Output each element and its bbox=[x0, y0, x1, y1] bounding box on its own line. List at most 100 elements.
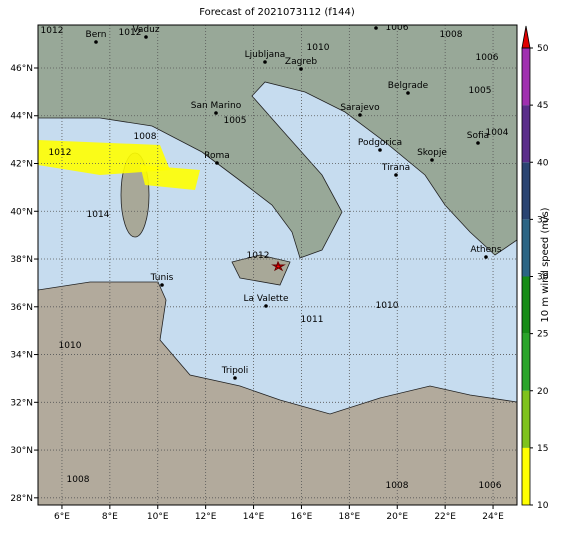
colorbar-segment bbox=[522, 162, 530, 220]
city-label: San Marino bbox=[191, 101, 242, 111]
city-label: Sarajevo bbox=[340, 103, 380, 113]
x-tick-label: 24°E bbox=[482, 512, 504, 522]
x-tick-label: 8°E bbox=[102, 512, 118, 522]
colorbar-tick-label: 25 bbox=[537, 330, 548, 340]
city-label: Zagreb bbox=[285, 57, 317, 67]
isobar-label: 1005 bbox=[224, 116, 247, 126]
y-tick-label: 34°N bbox=[10, 351, 33, 361]
y-tick-label: 40°N bbox=[10, 207, 33, 217]
city-dot bbox=[358, 113, 362, 117]
colorbar-segment bbox=[522, 276, 530, 334]
title: Forecast of 2021073112 (f144) bbox=[199, 7, 355, 18]
city-dot bbox=[160, 283, 164, 287]
city-dot bbox=[394, 173, 398, 177]
city-dot bbox=[94, 40, 98, 44]
colorbar-segment bbox=[522, 48, 530, 106]
isobar-label: 1012 bbox=[41, 26, 64, 36]
city-dot bbox=[264, 304, 268, 308]
y-tick-label: 38°N bbox=[10, 255, 33, 265]
isobar-label: 1008 bbox=[134, 132, 157, 142]
y-tick-label: 44°N bbox=[10, 112, 33, 122]
city-label: Tunis bbox=[150, 273, 174, 283]
city-label: Bern bbox=[86, 30, 107, 40]
isobar-label: 1005 bbox=[469, 86, 492, 96]
city-label: La Valette bbox=[244, 294, 289, 304]
y-tick-label: 42°N bbox=[10, 160, 33, 170]
x-tick-label: 18°E bbox=[339, 512, 361, 522]
city-label: Tripoli bbox=[221, 366, 249, 376]
colorbar-tick-label: 20 bbox=[537, 387, 549, 397]
y-tick-label: 36°N bbox=[10, 303, 33, 313]
colorbar-tick-label: 45 bbox=[537, 101, 548, 111]
x-tick-label: 20°E bbox=[386, 512, 408, 522]
city-dot bbox=[214, 111, 218, 115]
city-dot bbox=[476, 141, 480, 145]
x-tick-label: 16°E bbox=[291, 512, 313, 522]
colorbar-segment bbox=[522, 105, 530, 163]
isobar-label: 1006 bbox=[479, 481, 502, 491]
colorbar-segment bbox=[522, 447, 530, 505]
city-dot bbox=[263, 60, 267, 64]
isobar-label: 1008 bbox=[440, 30, 463, 40]
isobar-label: 1008 bbox=[67, 475, 90, 485]
city-label: Athens bbox=[470, 245, 501, 255]
y-tick-label: 30°N bbox=[10, 446, 33, 456]
map-frame bbox=[37, 24, 518, 506]
colorbar-tick-label: 40 bbox=[537, 158, 549, 168]
colorbar-segment bbox=[522, 219, 530, 277]
city-label: Vaduz bbox=[132, 25, 159, 35]
storm-marker bbox=[271, 260, 286, 272]
colorbar-tick-label: 15 bbox=[537, 444, 548, 454]
colorbar-segment bbox=[522, 390, 530, 448]
colorbar-tick-label: 35 bbox=[537, 215, 548, 225]
city-dot bbox=[378, 148, 382, 152]
city-dot bbox=[144, 35, 148, 39]
city-label: Ljubljana bbox=[245, 50, 286, 60]
isobar-label: 1012 bbox=[49, 148, 72, 158]
wind-patch bbox=[140, 165, 200, 190]
colorbar-tick-label: 10 bbox=[537, 501, 549, 511]
colorbar-segment bbox=[522, 333, 530, 391]
city-label: Podgorica bbox=[358, 138, 402, 148]
city-label: Roma bbox=[204, 151, 230, 161]
y-tick-label: 46°N bbox=[10, 64, 33, 74]
city-label: Skopje bbox=[417, 148, 447, 158]
city-dot bbox=[233, 376, 237, 380]
isobar-label: 1010 bbox=[59, 341, 82, 351]
city-dot bbox=[374, 26, 378, 30]
land-europe bbox=[38, 25, 517, 259]
x-tick-label: 10°E bbox=[147, 512, 169, 522]
x-tick-label: 12°E bbox=[195, 512, 217, 522]
isobar-label: 1006 bbox=[386, 23, 409, 33]
colorbar-tick-label: 50 bbox=[537, 44, 549, 54]
y-tick-label: 32°N bbox=[10, 398, 33, 408]
x-tick-label: 22°E bbox=[434, 512, 456, 522]
city-label: Tirana bbox=[381, 163, 410, 173]
city-label: Belgrade bbox=[388, 81, 429, 91]
isobar-label: 1010 bbox=[376, 301, 399, 311]
isobar-label: 1014 bbox=[87, 210, 110, 220]
city-dot bbox=[215, 161, 219, 165]
city-label: Sofia bbox=[467, 131, 489, 141]
city-dot bbox=[406, 91, 410, 95]
colorbar-label: 10 m wind speed (m/s) bbox=[540, 207, 551, 322]
city-dot bbox=[430, 158, 434, 162]
colorbar-tick-label: 30 bbox=[537, 273, 549, 283]
colorbar-extend bbox=[521, 25, 531, 49]
city-dot bbox=[484, 255, 488, 259]
isobar-label: 1012 bbox=[119, 28, 142, 38]
y-tick-label: 28°N bbox=[10, 494, 33, 504]
isobar-label: 1010 bbox=[307, 43, 330, 53]
isobar-label: 1008 bbox=[386, 481, 409, 491]
isobar-label: 1006 bbox=[476, 53, 499, 63]
isobar-label: 1012 bbox=[247, 251, 270, 261]
land-island bbox=[231, 254, 291, 286]
isobar-label: 1004 bbox=[486, 128, 509, 138]
x-tick-label: 14°E bbox=[243, 512, 265, 522]
wind-patch bbox=[38, 140, 170, 175]
isobar-label: 1011 bbox=[301, 315, 324, 325]
city-dot bbox=[299, 67, 303, 71]
x-tick-label: 6°E bbox=[54, 512, 70, 522]
